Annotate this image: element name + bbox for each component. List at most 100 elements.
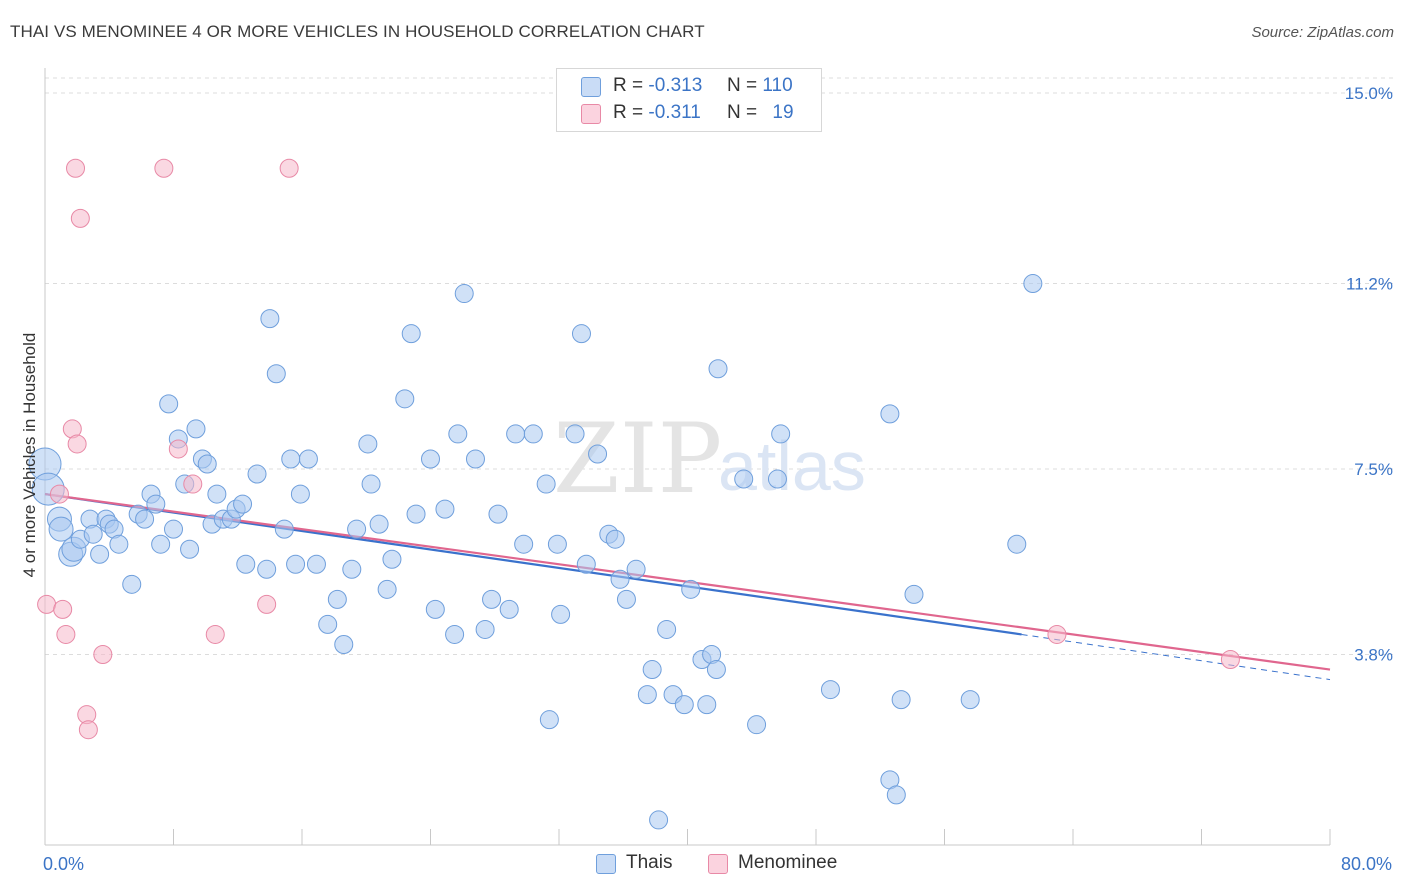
point-thais <box>236 554 256 574</box>
point-menominee <box>257 594 277 614</box>
legend-n-label: N = <box>727 75 758 96</box>
point-thais <box>274 519 294 539</box>
y-axis-label: 4 or more Vehicles in Household <box>20 332 39 578</box>
point-menominee <box>183 474 203 494</box>
menominee-swatch <box>708 854 728 874</box>
point-thais <box>347 519 367 539</box>
point-thais <box>257 559 277 579</box>
point-thais <box>565 424 585 444</box>
y-tick-label: 11.2% <box>1346 275 1393 294</box>
point-thais <box>734 469 754 489</box>
legend-n-value: 19 <box>772 102 794 123</box>
point-thais <box>886 785 906 805</box>
point-thais <box>488 504 508 524</box>
watermark-atlas: atlas <box>718 427 866 505</box>
point-thais <box>571 324 591 344</box>
point-thais <box>674 695 694 715</box>
y-tick-label: 7.5% <box>1354 460 1393 479</box>
watermark-zip: ZIP <box>553 403 722 515</box>
point-thais <box>306 554 326 574</box>
point-thais <box>820 680 840 700</box>
point-thais <box>421 449 440 469</box>
point-menominee <box>1220 650 1240 670</box>
point-thais <box>588 444 608 464</box>
point-thais <box>657 619 677 639</box>
point-menominee <box>56 624 76 644</box>
legend-r-label: R = <box>613 102 644 123</box>
point-menominee <box>168 439 188 459</box>
point-thais <box>637 685 657 705</box>
point-thais <box>290 484 310 504</box>
point-thais <box>891 690 911 710</box>
point-thais <box>186 419 206 439</box>
point-thais <box>260 309 280 329</box>
point-thais <box>514 534 534 554</box>
point-thais <box>880 404 900 424</box>
point-menominee <box>205 624 225 644</box>
point-menominee <box>66 158 86 178</box>
point-thais <box>327 589 347 609</box>
thais-label: Thais <box>626 852 673 873</box>
point-thais <box>197 454 217 474</box>
legend-swatch-thais <box>581 77 601 97</box>
y-tick-label: 15.0% <box>1345 84 1393 103</box>
point-thais <box>448 424 468 444</box>
point-thais <box>706 660 726 680</box>
point-menominee <box>1047 624 1067 644</box>
point-thais <box>482 589 502 609</box>
point-thais <box>697 695 717 715</box>
menominee-label: Menominee <box>738 852 838 873</box>
thais-swatch <box>596 854 616 874</box>
trend-extension-thais <box>1021 633 1331 681</box>
legend-r-value: -0.313 <box>648 75 703 96</box>
point-thais <box>122 574 142 594</box>
point-thais <box>616 589 636 609</box>
point-thais <box>369 514 389 534</box>
point-thais <box>708 359 728 379</box>
x-tick-label: 0.0% <box>43 854 84 874</box>
point-thais <box>151 534 171 554</box>
point-menominee <box>78 720 98 740</box>
chart-title: THAI VS MENOMINEE 4 OR MORE VEHICLES IN … <box>10 22 705 41</box>
point-menominee <box>53 599 73 619</box>
point-thais <box>135 509 155 529</box>
point-thais <box>281 449 301 469</box>
point-thais <box>377 579 397 599</box>
point-menominee <box>67 434 87 454</box>
point-thais <box>681 579 701 599</box>
point-thais <box>642 660 662 680</box>
point-thais <box>401 324 421 344</box>
point-thais <box>499 599 519 619</box>
point-thais <box>539 710 559 730</box>
point-thais <box>445 624 465 644</box>
point-thais <box>610 569 630 589</box>
point-thais <box>547 534 567 554</box>
stats-legend: R = -0.313 N = 110 R = -0.311 N = 19 <box>556 68 822 132</box>
legend-r-value: -0.311 <box>648 102 701 123</box>
point-thais <box>382 549 402 569</box>
point-thais <box>626 559 646 579</box>
point-thais <box>247 464 267 484</box>
point-thais <box>523 424 543 444</box>
legend-r-label: R = <box>613 75 644 96</box>
point-thais <box>425 599 445 619</box>
point-thais <box>164 519 183 539</box>
point-thais <box>109 534 129 554</box>
point-menominee <box>49 484 69 504</box>
point-thais <box>342 559 362 579</box>
point-thais <box>649 810 669 830</box>
point-thais <box>904 584 924 604</box>
legend-swatch-menominee <box>581 104 601 124</box>
tick-labels: 3.8% 7.5% 11.2% 15.0% 0.0% 80.0% <box>43 84 1393 874</box>
point-thais <box>358 434 378 454</box>
x-tick-label: 80.0% <box>1341 854 1392 874</box>
point-thais <box>576 554 596 574</box>
data-points <box>28 158 1240 830</box>
source-label: Source: ZipAtlas.com <box>1251 24 1394 41</box>
y-tick-label: 3.8% <box>1354 646 1393 665</box>
point-thais <box>771 424 791 444</box>
point-thais <box>747 715 767 735</box>
point-thais <box>767 469 787 489</box>
